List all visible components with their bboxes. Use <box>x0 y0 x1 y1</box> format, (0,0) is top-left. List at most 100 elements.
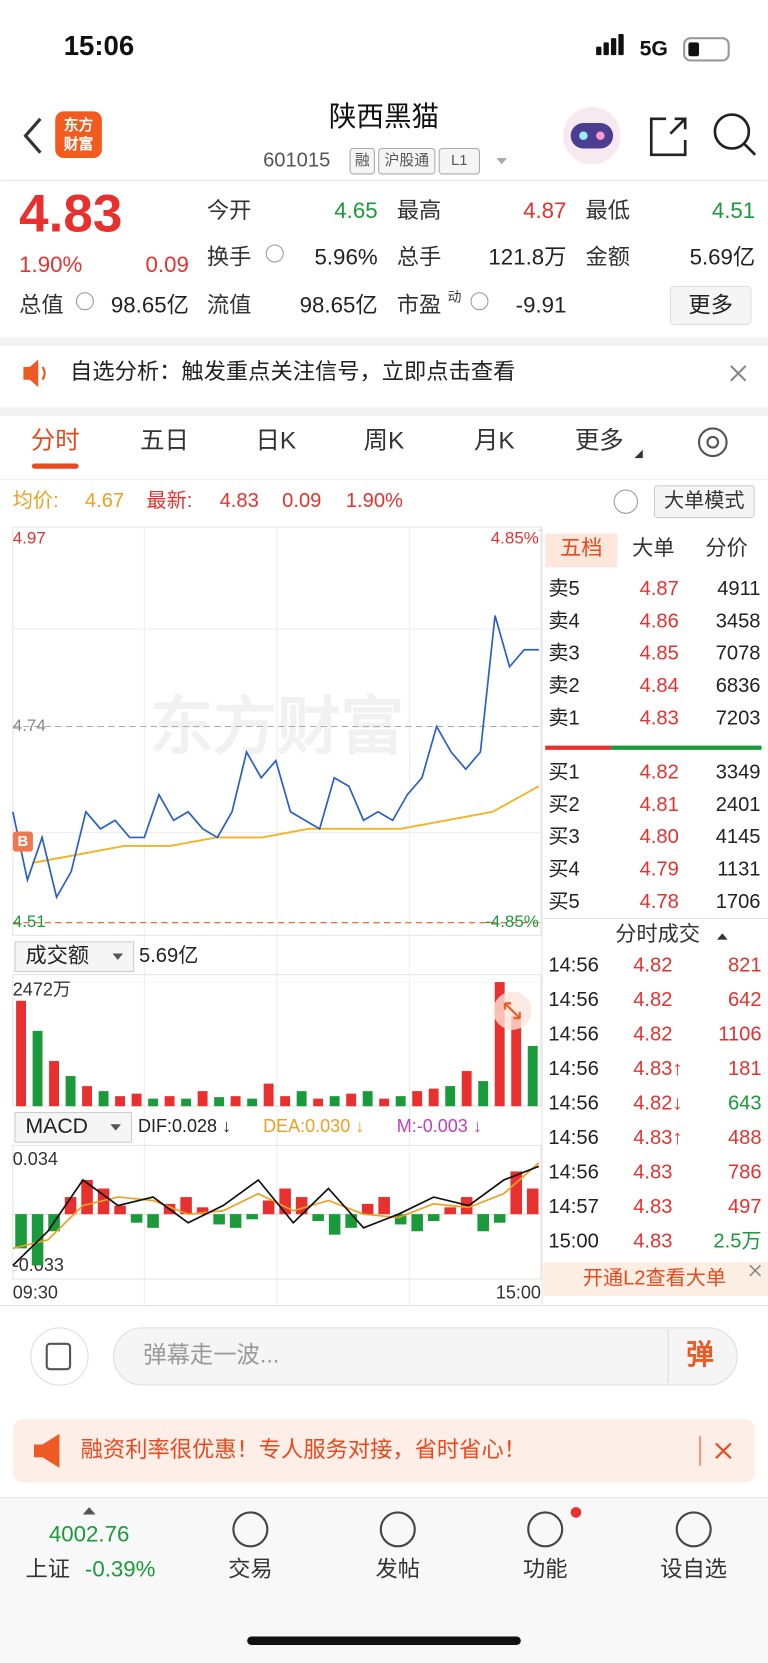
volume-bar <box>280 1096 291 1107</box>
comment-input[interactable] <box>113 1327 738 1386</box>
nav-icon[interactable] <box>379 1511 416 1548</box>
book-tab[interactable]: 分价 <box>705 536 747 560</box>
nav-item[interactable]: 设自选 <box>660 1557 727 1582</box>
trade-time: 14:56 <box>548 1058 598 1080</box>
avg-label: 均价: <box>13 489 59 512</box>
book-price: 4.82 <box>640 761 679 783</box>
home-indicator <box>247 1636 521 1645</box>
volume-label: 成交额 <box>26 943 90 967</box>
signal-bar <box>596 46 602 56</box>
book-tab[interactable]: 五档 <box>560 536 602 560</box>
comment-placeholder[interactable]: 弹幕走一波... <box>143 1342 279 1368</box>
macd-bar <box>64 1197 77 1215</box>
index-name[interactable]: 上证 <box>26 1557 71 1582</box>
close-icon[interactable] <box>749 1264 762 1277</box>
logo <box>55 111 102 159</box>
volume-bar <box>412 1091 423 1107</box>
more-button-box[interactable] <box>669 285 752 326</box>
trade-volume: 1106 <box>718 1023 761 1045</box>
danmaku-button[interactable]: 弹 <box>686 1339 714 1370</box>
collapse-icon[interactable] <box>717 933 728 940</box>
mode-button-box[interactable] <box>653 485 755 519</box>
notice-text[interactable]: 自选分析：触发重点关注信号，立即点击查看 <box>70 359 515 384</box>
ad-text[interactable]: 融资利率很优惠！专人服务对接，省时省心！ <box>81 1437 526 1462</box>
macd-bar <box>444 1207 456 1215</box>
close-icon[interactable] <box>730 365 747 382</box>
dropdown-icon[interactable] <box>496 158 508 165</box>
index-value[interactable]: 4002.76 <box>49 1522 130 1547</box>
macd-bar <box>345 1214 357 1228</box>
volume-bar <box>214 1097 225 1107</box>
macd-label: MACD <box>26 1115 88 1138</box>
tag-box <box>349 147 375 175</box>
nav-item[interactable]: 发帖 <box>376 1557 421 1582</box>
book-level: 卖1 <box>548 706 579 729</box>
buy-marker <box>12 831 33 852</box>
volume-bar <box>346 1093 357 1107</box>
last-price: 4.83 <box>19 184 122 243</box>
volume-bar <box>98 1091 109 1107</box>
speaker-wave <box>41 366 46 381</box>
l2-banner[interactable]: 开通L2查看大单 <box>583 1266 726 1289</box>
share-icon[interactable] <box>649 117 687 157</box>
nav-icon[interactable] <box>527 1511 564 1548</box>
macd-bar <box>180 1197 192 1215</box>
stock-name: 陕西黑猫 <box>329 101 439 132</box>
assistant-face <box>570 123 614 149</box>
signal-bar <box>618 33 624 56</box>
volume-bar <box>527 1045 538 1107</box>
nav-icon[interactable] <box>232 1511 269 1548</box>
volume-bar <box>445 1086 456 1107</box>
trade-volume: 488 <box>728 1127 762 1149</box>
expand-icon[interactable] <box>82 1507 96 1515</box>
settings-icon[interactable] <box>697 427 728 458</box>
info-icon <box>265 244 284 263</box>
y-tick-label: 4.97 <box>13 528 46 547</box>
tab[interactable]: 分时 <box>31 428 80 455</box>
macd-bar <box>295 1197 308 1215</box>
info-icon <box>75 292 94 311</box>
nav-item[interactable]: 交易 <box>228 1557 273 1582</box>
separator-band <box>0 407 768 416</box>
buy-marker-text: B <box>18 834 29 850</box>
volume-select[interactable] <box>14 941 135 973</box>
book-price: 4.83 <box>640 707 679 729</box>
nav-icon[interactable] <box>675 1511 712 1548</box>
book-price: 4.80 <box>640 826 679 848</box>
trade-price: 4.82 <box>633 1023 672 1045</box>
mode-button[interactable]: 大单模式 <box>664 489 745 512</box>
volume-bar <box>181 1098 192 1107</box>
trade-time: 14:57 <box>548 1196 598 1218</box>
macd-bar <box>378 1197 390 1215</box>
note-icon[interactable] <box>30 1327 89 1386</box>
index-change[interactable]: -0.39% <box>85 1557 156 1582</box>
tag-box <box>378 147 436 175</box>
help-icon[interactable] <box>613 489 639 514</box>
tag: 融 <box>355 152 370 169</box>
tab[interactable]: 月K <box>474 428 515 455</box>
volume-bar <box>511 1015 522 1107</box>
macd-bar <box>411 1214 423 1232</box>
tab[interactable]: 五日 <box>140 428 189 455</box>
tab[interactable]: 周K <box>364 428 405 455</box>
trade-volume: 497 <box>728 1196 762 1218</box>
book-tab[interactable]: 大单 <box>632 536 674 560</box>
back-button[interactable] <box>23 117 42 154</box>
close-icon[interactable] <box>715 1442 732 1460</box>
more-button[interactable]: 更多 <box>688 292 733 317</box>
latest-change: 0.09 <box>282 490 321 512</box>
search-handle <box>743 143 757 156</box>
book-tab-active <box>545 533 618 568</box>
book-volume: 1706 <box>716 891 761 913</box>
nav-item[interactable]: 功能 <box>523 1557 568 1582</box>
l2-banner-box[interactable] <box>543 1262 768 1297</box>
ad-box[interactable] <box>12 1419 756 1483</box>
search-icon[interactable] <box>713 113 751 150</box>
trade-price: 4.82 <box>633 989 672 1011</box>
volume-bar <box>362 1091 373 1107</box>
book-level: 卖5 <box>548 577 579 600</box>
book-volume: 4145 <box>716 826 761 848</box>
tab[interactable]: 日K <box>255 428 296 455</box>
macd-select[interactable] <box>14 1112 133 1143</box>
tab[interactable]: 更多 <box>575 428 624 455</box>
